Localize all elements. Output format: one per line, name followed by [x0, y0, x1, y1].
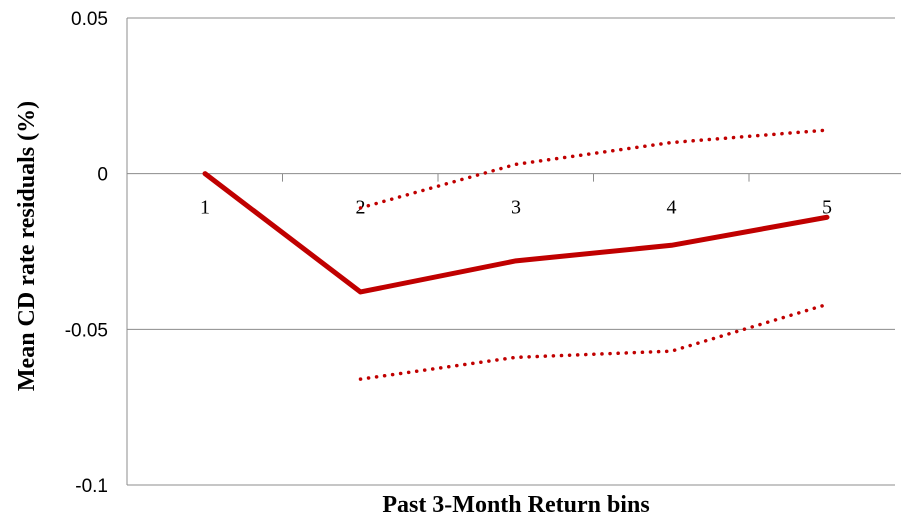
- gridlines: [127, 17, 895, 486]
- x-tick-label: 1: [200, 197, 210, 219]
- mean-residual-line: [202, 171, 830, 295]
- upper-bound-dotted-line: [358, 128, 829, 210]
- x-axis-title: Past 3-Month Return bins: [382, 492, 649, 518]
- x-tick-label: 3: [511, 197, 521, 219]
- y-tick-label: -0.05: [65, 320, 108, 341]
- x-tick-label: 4: [667, 197, 677, 219]
- y-axis-tick-labels: 0.05 0 -0.05 -0.1: [65, 9, 108, 497]
- y-tick-label: 0: [97, 165, 108, 186]
- x-axis-tick-marks: [126, 173, 750, 182]
- lower-bound-dotted-line: [358, 302, 829, 381]
- y-tick-label: -0.1: [75, 476, 108, 497]
- y-tick-label: 0.05: [71, 9, 108, 30]
- series-layer: [202, 128, 830, 381]
- y-axis-title: Mean CD rate residuals (%): [14, 101, 40, 391]
- x-tick-label: 5: [822, 197, 832, 219]
